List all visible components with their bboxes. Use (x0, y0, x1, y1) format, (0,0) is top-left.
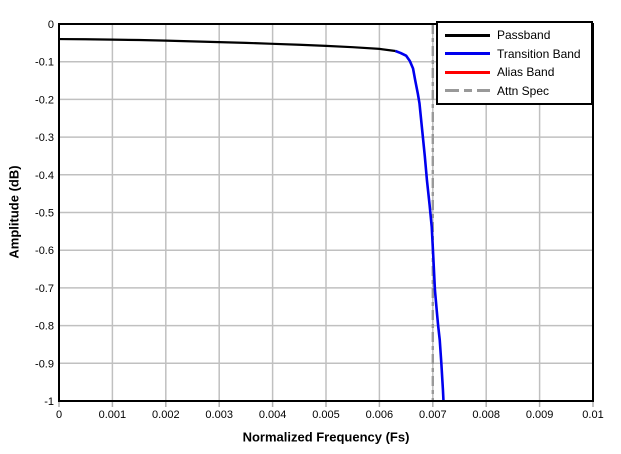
y-tick-label: -0.9 (35, 358, 54, 370)
x-tick-label: 0.001 (99, 409, 127, 421)
series-passband (58, 37, 396, 53)
attn-spec-line-swatch (445, 89, 490, 93)
legend-label-transition-band: Transition Band (497, 46, 581, 61)
legend-item-alias-band: Alias Band (445, 66, 584, 78)
legend-item-attn-spec: Attn Spec (445, 85, 584, 97)
x-tick-label: 0.004 (259, 409, 287, 421)
legend-label-alias-band: Alias Band (497, 65, 555, 80)
legend-item-passband: Passband (445, 29, 584, 41)
legend: Passband Transition Band Alias Band Attn… (436, 21, 593, 105)
x-tick-label: 0 (56, 409, 62, 421)
transition-band-line-swatch (445, 52, 490, 56)
y-tick-label: -0.7 (35, 283, 54, 295)
y-tick-label: -0.1 (35, 57, 54, 69)
legend-label-attn-spec: Attn Spec (497, 83, 550, 98)
x-tick-label: 0.008 (472, 409, 500, 421)
series-transition-band (394, 49, 445, 402)
y-tick-label: -1 (44, 396, 54, 408)
x-tick-label: 0.003 (205, 409, 233, 421)
y-tick-label: 0 (48, 19, 54, 31)
y-tick-label: -0.3 (35, 132, 54, 144)
passband-line-swatch (445, 33, 490, 37)
y-tick-label: -0.2 (35, 94, 54, 106)
x-tick-label: 0.009 (526, 409, 554, 421)
legend-label-passband: Passband (497, 28, 551, 43)
x-tick-label: 0.01 (582, 409, 603, 421)
y-axis-title: Amplitude (dB) (6, 165, 22, 259)
x-tick-label: 0.002 (152, 409, 180, 421)
y-tick-label: -0.8 (35, 321, 54, 333)
x-tick-label: 0.006 (366, 409, 394, 421)
x-axis-title: Normalized Frequency (Fs) (242, 429, 410, 445)
x-tick-label: 0.007 (419, 409, 447, 421)
y-tick-label: -0.4 (35, 170, 54, 182)
y-tick-label: -0.5 (35, 208, 54, 220)
alias-band-line-swatch (445, 70, 490, 74)
plot-frame (58, 23, 594, 402)
x-tick-label: 0.005 (312, 409, 340, 421)
y-tick-label: -0.6 (35, 245, 54, 257)
legend-item-transition-band: Transition Band (445, 48, 584, 60)
